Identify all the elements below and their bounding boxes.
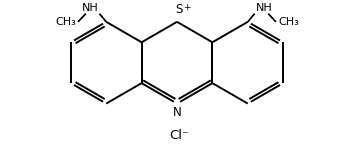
- Text: CH₃: CH₃: [278, 17, 299, 27]
- Text: S: S: [176, 3, 183, 16]
- Text: NH: NH: [82, 3, 98, 13]
- Text: N: N: [173, 106, 181, 119]
- Text: Cl⁻: Cl⁻: [169, 129, 189, 142]
- Text: +: +: [183, 3, 191, 12]
- Text: CH₃: CH₃: [55, 17, 76, 27]
- Text: NH: NH: [256, 3, 272, 13]
